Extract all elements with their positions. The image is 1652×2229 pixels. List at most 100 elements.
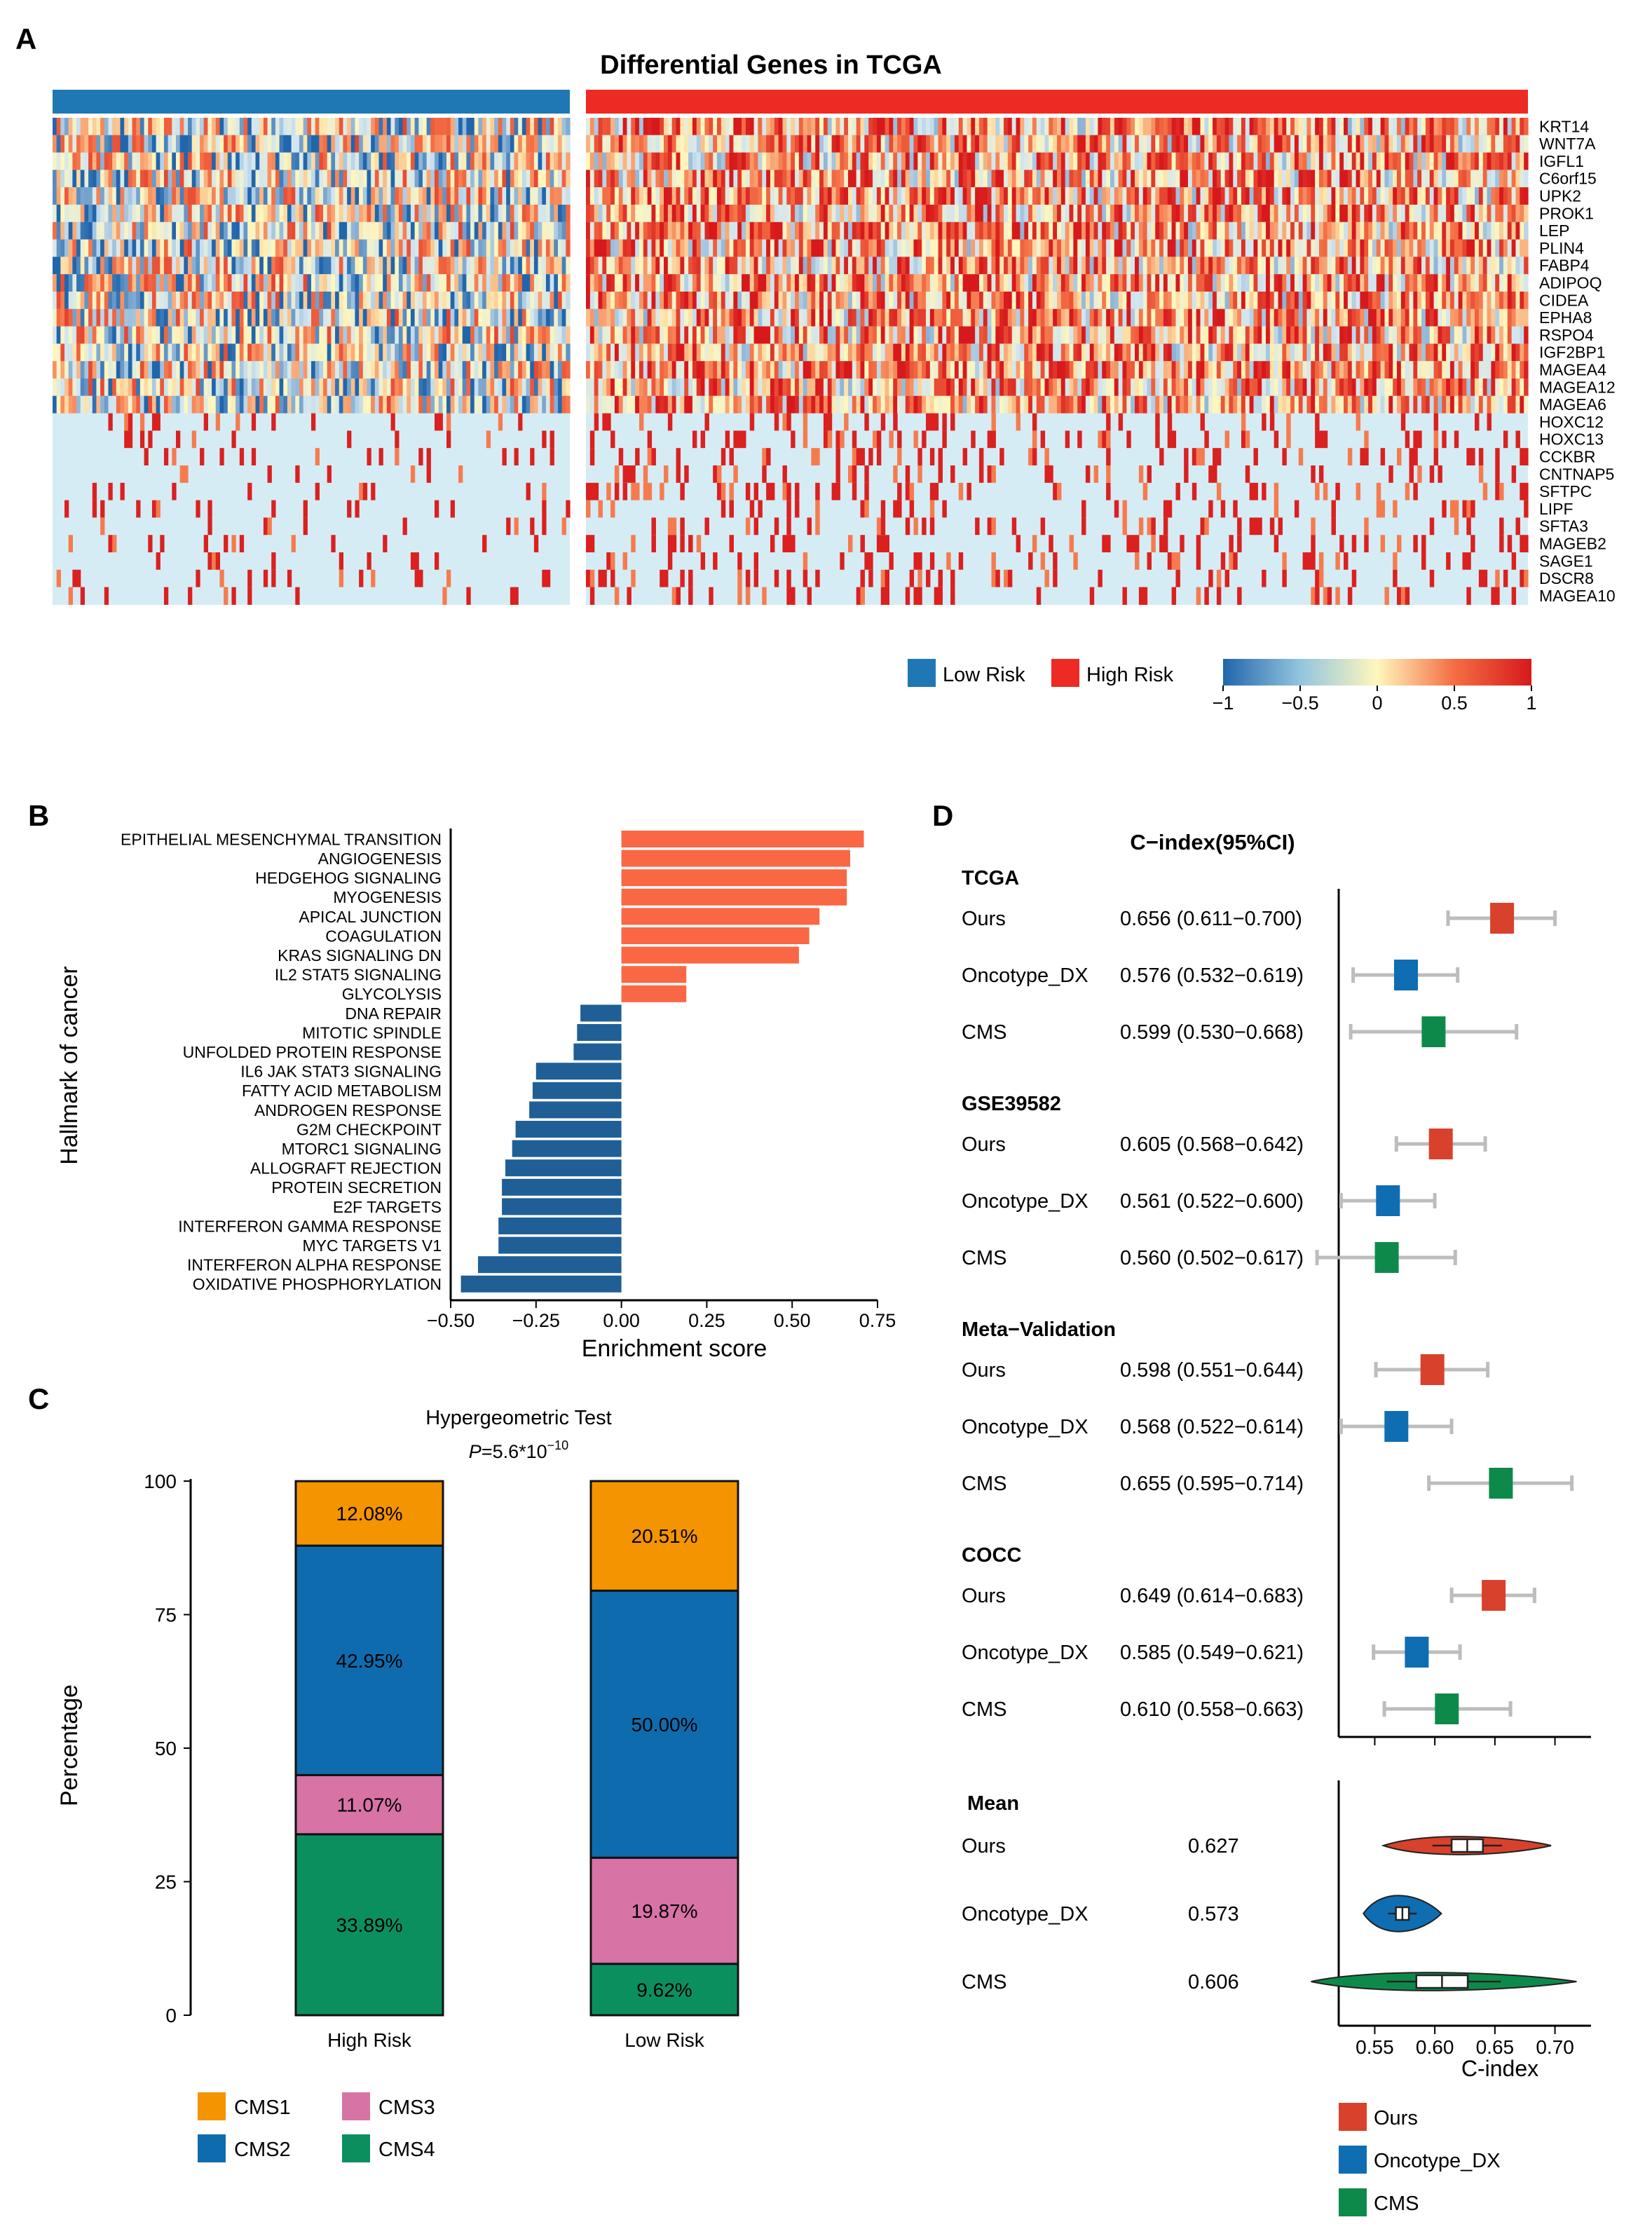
heatmap-cell xyxy=(1089,152,1095,170)
heatmap-cell xyxy=(1376,239,1381,257)
heatmap-cell xyxy=(1216,274,1222,292)
heatmap-cell xyxy=(498,205,503,223)
heatmap-cell xyxy=(1187,326,1193,344)
heatmap-cell xyxy=(482,152,487,170)
heatmap-cell xyxy=(778,292,784,310)
heatmap-cell xyxy=(1147,308,1152,327)
heatmap-cell xyxy=(664,152,669,170)
heatmap-cell xyxy=(80,152,86,170)
heatmap-cell xyxy=(315,326,320,344)
heatmap-cell xyxy=(983,205,988,223)
heatmap-cell xyxy=(1347,152,1353,170)
heatmap-cell xyxy=(1057,257,1062,275)
heatmap-cell xyxy=(901,343,906,362)
heatmap-cell xyxy=(259,239,264,257)
heatmap-cell xyxy=(1184,326,1189,344)
heatmap-cell xyxy=(942,292,947,310)
heatmap-cell xyxy=(844,135,849,154)
heatmap-cell xyxy=(454,187,459,205)
heatmap-cell xyxy=(742,239,746,257)
heatmap-cell xyxy=(331,187,336,205)
heatmap-cell xyxy=(1114,135,1119,154)
heatmap-cell xyxy=(1118,274,1124,292)
heatmap-cell xyxy=(1454,257,1459,275)
heatmap-cell xyxy=(803,152,808,170)
heatmap-cell xyxy=(762,257,767,275)
heatmap-cell xyxy=(303,292,308,310)
heatmap-cell xyxy=(671,221,677,240)
heatmap-cell xyxy=(1294,292,1299,310)
heatmap-cell xyxy=(1171,239,1177,257)
heatmap-cell xyxy=(1187,274,1193,292)
heatmap-cell xyxy=(303,308,308,327)
heatmap-cell xyxy=(335,308,340,327)
heatmap-cell xyxy=(1475,187,1480,205)
heatmap-cell xyxy=(1262,118,1267,136)
heatmap-cell xyxy=(84,205,89,223)
heatmap-cell xyxy=(1131,205,1135,223)
heatmap-cell xyxy=(422,152,428,170)
heatmap-cell xyxy=(168,205,172,223)
heatmap-cell xyxy=(1507,239,1513,257)
heatmap-cell xyxy=(184,205,189,223)
heatmap-cell xyxy=(1372,257,1377,275)
heatmap-cell xyxy=(175,343,181,362)
heatmap-cell xyxy=(1458,308,1463,327)
heatmap-cell xyxy=(139,221,145,240)
heatmap-cell xyxy=(1360,308,1365,327)
heatmap-cell xyxy=(96,343,101,362)
heatmap-cell xyxy=(643,221,648,240)
heatmap-cell xyxy=(864,205,869,223)
heatmap-cell xyxy=(983,274,988,292)
heatmap-cell xyxy=(100,205,105,223)
heatmap-cell xyxy=(971,239,976,257)
heatmap-cell xyxy=(1364,205,1369,223)
heatmap-cell xyxy=(1491,221,1496,240)
heatmap-cell xyxy=(885,326,890,344)
heatmap-cell xyxy=(1151,135,1156,154)
heatmap-cell xyxy=(1220,326,1226,344)
heatmap-cell xyxy=(766,326,771,344)
heatmap-cell xyxy=(631,118,636,136)
heatmap-cell xyxy=(315,308,320,327)
heatmap-cell xyxy=(1004,343,1009,362)
heatmap-cell xyxy=(386,239,392,257)
heatmap-cell xyxy=(905,170,910,188)
heatmap-cell xyxy=(303,205,308,223)
heatmap-cell xyxy=(343,221,348,240)
heatmap-cell xyxy=(339,292,344,310)
heatmap-cell xyxy=(545,343,551,362)
heatmap-cell xyxy=(196,239,200,257)
heatmap-cell xyxy=(1511,326,1517,344)
heatmap-cell xyxy=(1388,239,1393,257)
heatmap-cell xyxy=(1397,118,1402,136)
heatmap-cell xyxy=(343,257,348,275)
heatmap-cell xyxy=(188,170,193,188)
heatmap-cell xyxy=(905,152,910,170)
heatmap-cell xyxy=(120,274,125,292)
heatmap-cell xyxy=(897,135,902,154)
heatmap-cell xyxy=(880,343,886,362)
heatmap-cell xyxy=(490,308,495,327)
heatmap-cell xyxy=(967,343,971,362)
heatmap-cell xyxy=(1257,257,1262,275)
heatmap-cell xyxy=(983,187,988,205)
heatmap-cell xyxy=(1262,135,1267,154)
heatmap-cell xyxy=(778,257,784,275)
heatmap-cell xyxy=(151,239,157,257)
heatmap-cell xyxy=(1515,118,1520,136)
heatmap-cell xyxy=(510,326,515,344)
heatmap-cell xyxy=(1085,239,1091,257)
heatmap-cell xyxy=(1438,274,1442,292)
heatmap-cell xyxy=(128,221,133,240)
heatmap-cell xyxy=(962,308,968,327)
heatmap-cell xyxy=(371,152,376,170)
heatmap-cell xyxy=(80,257,86,275)
heatmap-cell xyxy=(383,205,388,223)
heatmap-cell xyxy=(1400,326,1406,344)
heatmap-cell xyxy=(791,274,796,292)
heatmap-cell xyxy=(163,205,169,223)
heatmap-cell xyxy=(1044,135,1049,154)
heatmap-cell xyxy=(1187,239,1193,257)
heatmap-cell xyxy=(407,239,411,257)
